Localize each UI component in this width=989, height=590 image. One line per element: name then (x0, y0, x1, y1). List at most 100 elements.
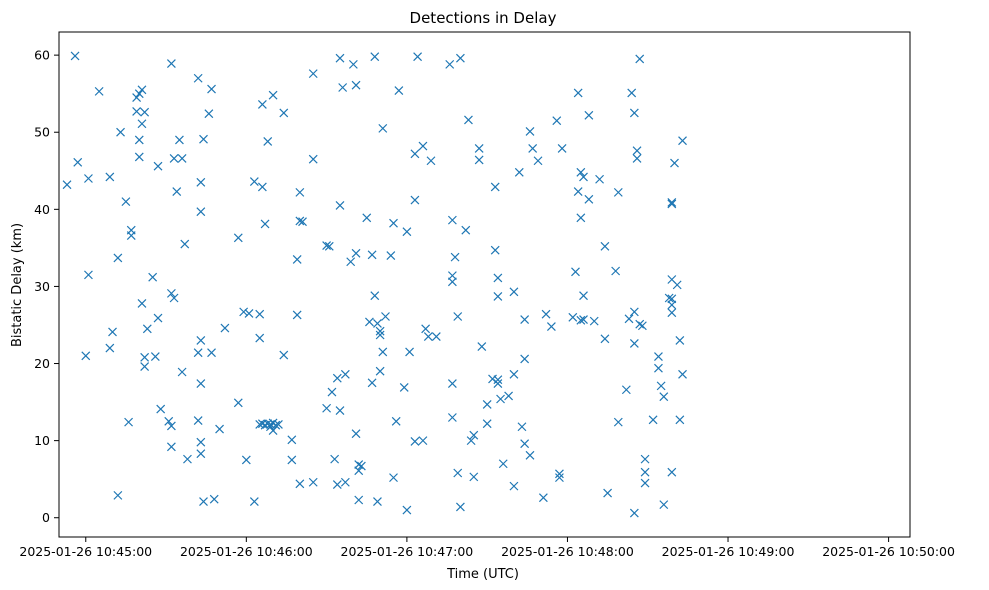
data-point (124, 417, 134, 427)
data-point (346, 257, 356, 267)
data-point (520, 439, 530, 449)
data-point (298, 217, 307, 227)
data-point (557, 143, 567, 153)
data-point (672, 280, 682, 290)
data-point (263, 137, 273, 146)
data-point (150, 352, 160, 362)
data-point (260, 219, 270, 229)
data-point (351, 248, 361, 258)
data-point (373, 319, 382, 328)
data-point (121, 197, 131, 207)
data-point (555, 469, 564, 479)
data-point (613, 187, 623, 197)
x-tick-label: 2025-01-26 10:46:00 (180, 544, 313, 559)
y-tick-label: 10 (34, 433, 50, 448)
data-point (546, 322, 556, 331)
data-point (600, 241, 610, 251)
data-point (362, 213, 372, 223)
data-point (613, 417, 623, 427)
data-point (421, 324, 431, 334)
y-axis-ticks: 0 10 20 30 40 50 60 (34, 48, 59, 525)
y-axis-label: Bistatic Delay (km) (10, 223, 25, 347)
data-point (611, 266, 621, 276)
data-point (335, 406, 345, 415)
data-point (287, 435, 297, 445)
data-point (322, 403, 332, 413)
data-point (423, 332, 433, 341)
x-tick-label: 2025-01-26 10:47:00 (341, 544, 474, 559)
data-point (330, 454, 340, 464)
data-point (193, 416, 203, 426)
data-point (490, 245, 500, 255)
data-point (378, 123, 388, 133)
data-point (418, 141, 428, 151)
data-point (196, 335, 206, 345)
data-point (675, 335, 685, 345)
data-point (142, 324, 152, 334)
data-point (667, 300, 677, 310)
data-point (255, 309, 265, 319)
data-point (249, 177, 259, 186)
data-point (576, 213, 586, 223)
data-point (464, 115, 473, 125)
data-point (249, 497, 259, 506)
data-point (175, 135, 184, 145)
data-point (134, 89, 144, 99)
data-point (62, 180, 72, 190)
data-point (632, 154, 642, 163)
data-point (233, 233, 243, 243)
data-point (354, 460, 364, 469)
data-point (148, 272, 158, 282)
data-point (667, 467, 677, 477)
data-point (635, 54, 645, 64)
data-point (113, 490, 123, 500)
data-point (635, 319, 645, 329)
data-point (386, 251, 396, 261)
data-point (579, 172, 588, 182)
data-point (445, 59, 455, 69)
data-point (482, 419, 492, 429)
data-point (295, 187, 305, 197)
data-point (654, 352, 663, 362)
data-point (466, 436, 476, 446)
data-point (493, 292, 503, 301)
data-point (405, 347, 414, 357)
data-point (196, 379, 206, 388)
data-point (391, 416, 401, 426)
data-point (493, 379, 503, 388)
data-point (447, 277, 457, 287)
data-point (629, 339, 639, 348)
data-point (640, 478, 650, 488)
data-point (308, 154, 318, 164)
data-point (132, 106, 142, 116)
data-point (322, 241, 332, 250)
data-point (517, 422, 527, 432)
data-point (482, 399, 492, 409)
data-point (538, 493, 548, 503)
y-tick-label: 30 (34, 279, 50, 294)
y-tick-label: 20 (34, 356, 50, 371)
data-point (257, 182, 267, 192)
data-point (370, 52, 380, 62)
data-point (268, 90, 278, 100)
data-point (525, 127, 535, 136)
data-point (153, 313, 163, 323)
data-point (279, 108, 289, 118)
data-point (399, 383, 409, 392)
data-point (600, 334, 610, 344)
data-point (659, 392, 669, 402)
data-point (244, 308, 254, 318)
data-point (640, 454, 650, 464)
data-point (525, 450, 535, 460)
data-point (287, 455, 297, 465)
data-point (410, 149, 420, 159)
data-point (579, 291, 588, 301)
data-point (584, 194, 594, 204)
data-point (137, 119, 147, 129)
data-point (84, 174, 93, 183)
data-point (447, 215, 457, 225)
data-point (105, 343, 115, 353)
data-point (576, 167, 586, 177)
y-tick-label: 50 (34, 125, 50, 140)
